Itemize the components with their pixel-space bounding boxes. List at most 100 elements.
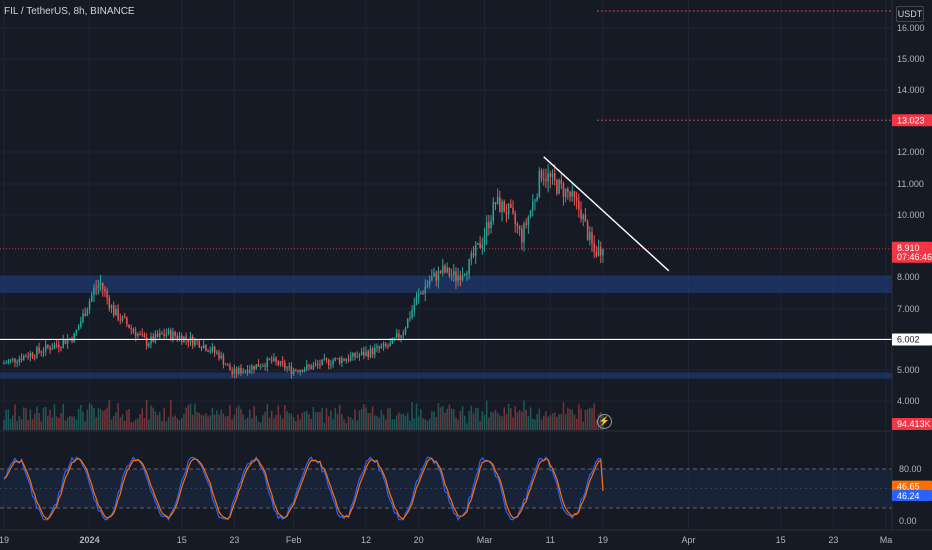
volume-bar — [165, 421, 168, 430]
volume-bar — [573, 414, 576, 430]
volume-bar — [336, 414, 339, 430]
candle-body — [229, 365, 231, 371]
candle-body — [297, 370, 299, 372]
candle-body — [420, 292, 422, 294]
volume-bar — [551, 413, 554, 430]
current-price-tag: 8.910 — [897, 243, 920, 253]
volume-bar — [413, 418, 416, 430]
candle-body — [18, 358, 21, 362]
candle-body — [163, 334, 165, 336]
volume-bar — [115, 412, 117, 430]
volume-bar — [244, 419, 247, 430]
candle-body — [255, 364, 258, 370]
level-price-tag-bg — [892, 333, 932, 346]
volume-bar — [137, 418, 139, 430]
volume-bar — [69, 415, 71, 430]
volume-bar — [586, 409, 589, 430]
volume-bar — [44, 406, 47, 430]
volume-bar — [374, 415, 376, 430]
candle-body — [516, 224, 519, 227]
volume-bar — [80, 404, 82, 430]
volume-bar — [86, 409, 89, 430]
volume-bar — [159, 412, 161, 430]
candle-body — [409, 317, 411, 319]
volume-bar — [248, 409, 251, 430]
volume-bar — [174, 415, 176, 430]
lightning-bolt-icon[interactable]: ⚡ — [597, 414, 612, 429]
candle-body — [273, 357, 275, 361]
candle-body — [5, 362, 7, 364]
candle-body — [286, 367, 288, 369]
candle-body — [400, 335, 402, 338]
volume-bar — [167, 416, 170, 430]
candle-body — [224, 364, 227, 366]
volume-bar — [259, 422, 262, 430]
currency-button[interactable]: USDT — [896, 6, 924, 22]
descending-trendline[interactable] — [543, 156, 670, 272]
volume-bar — [229, 405, 231, 430]
candle-body — [80, 321, 82, 327]
volume-bar — [262, 415, 264, 430]
volume-bar — [40, 421, 43, 430]
volume-bar — [71, 416, 73, 430]
candle-body — [139, 334, 141, 336]
candle-body — [514, 213, 516, 225]
candle-body — [143, 334, 146, 338]
candle-body — [148, 343, 150, 347]
candle-body — [240, 367, 242, 374]
volume-bar — [88, 403, 91, 430]
volume-bar — [279, 414, 282, 430]
candle-body — [12, 358, 14, 360]
candle-body — [106, 290, 108, 298]
candle-body — [562, 183, 565, 197]
candle-body — [560, 179, 563, 184]
candle-body — [389, 343, 391, 347]
candle-body — [202, 344, 205, 349]
candle-body — [187, 339, 190, 343]
support-zone — [0, 372, 892, 379]
volume-bar — [99, 408, 102, 430]
candle-body — [3, 363, 5, 365]
candle-body — [101, 282, 104, 290]
volume-bar — [534, 419, 536, 430]
candle-body — [95, 287, 97, 289]
symbol-title[interactable]: FIL / TetherUS, 8h, BINANCE — [4, 6, 135, 17]
volume-bar — [185, 407, 187, 430]
volume-bar — [347, 416, 350, 430]
volume-bar — [512, 417, 514, 430]
volume-bar — [25, 408, 27, 430]
trendline[interactable] — [543, 156, 670, 272]
price-scale-bg — [892, 0, 932, 550]
candle-body — [16, 361, 18, 363]
volume-bar — [494, 409, 497, 430]
candle-body — [119, 319, 122, 321]
time-tick-label: 23 — [828, 535, 838, 545]
volume-bar — [12, 415, 14, 430]
volume-bar — [485, 400, 488, 430]
time-tick-label: 11 — [546, 535, 555, 545]
candle-body — [571, 191, 574, 197]
candle-body — [424, 286, 427, 294]
volume-bar — [558, 414, 560, 430]
candle-body — [137, 334, 139, 337]
volume-bar — [595, 419, 598, 430]
candle-body — [321, 359, 323, 366]
volume-bar — [575, 418, 578, 430]
candle-body — [589, 232, 591, 240]
candle-body — [110, 305, 113, 309]
candle-body — [485, 222, 488, 237]
candle-body — [468, 259, 470, 274]
time-tick-label: 19 — [598, 535, 608, 545]
candle-body — [490, 221, 492, 229]
volume-bar — [66, 417, 69, 430]
candle-body — [461, 275, 464, 280]
candle-body — [209, 351, 212, 353]
candle-body — [117, 308, 119, 320]
candle-body — [93, 287, 95, 295]
candle-body — [354, 352, 356, 358]
volume-bar — [277, 405, 280, 430]
volume-bars — [3, 399, 604, 430]
candle-body — [525, 223, 527, 225]
